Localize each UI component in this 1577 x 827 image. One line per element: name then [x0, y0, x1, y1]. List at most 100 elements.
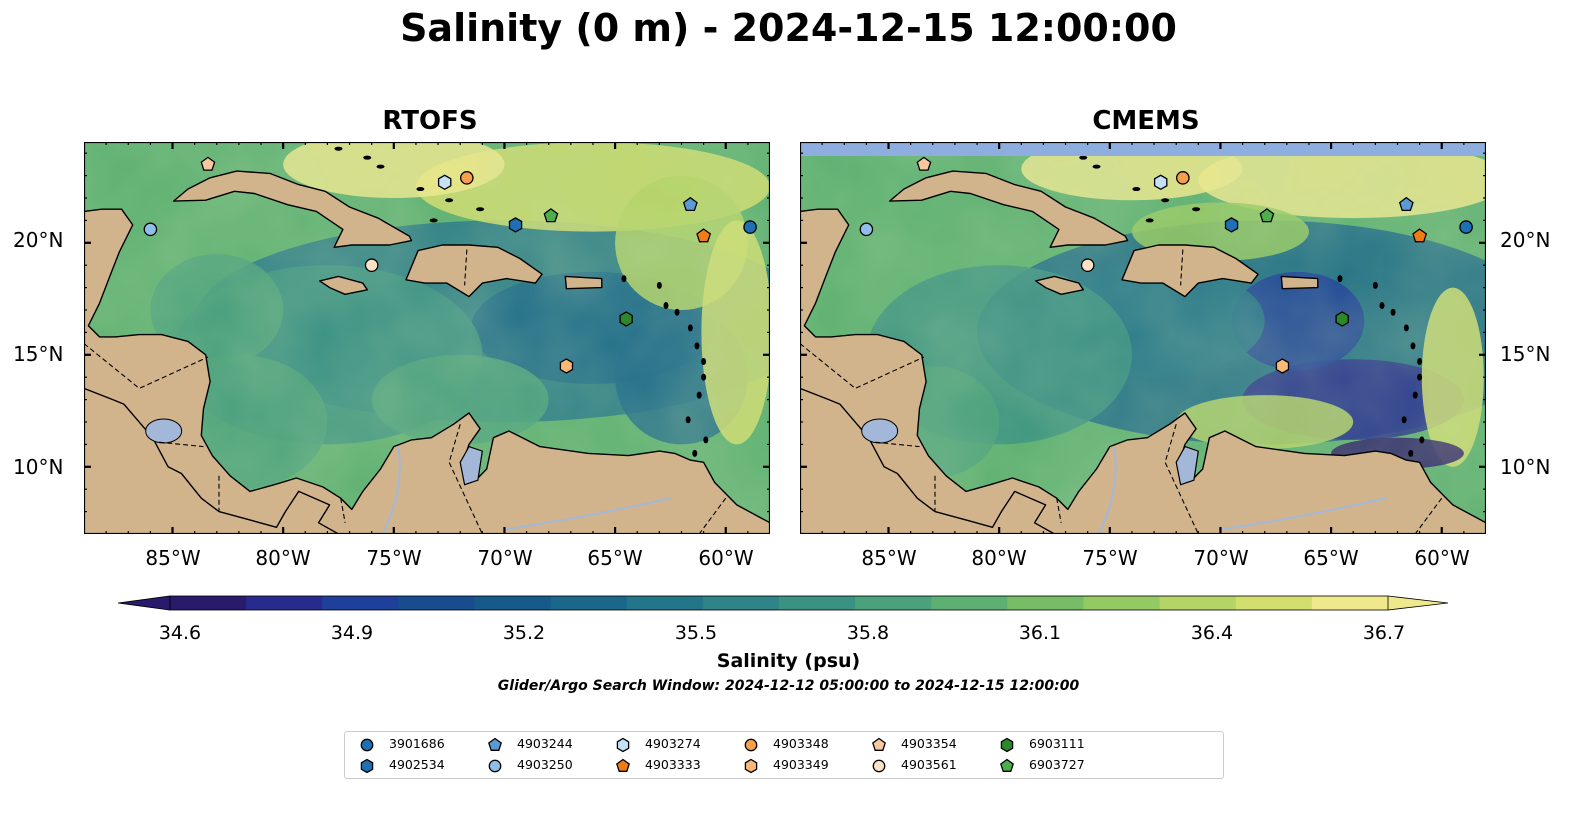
pentagon-marker: [488, 737, 502, 751]
float-marker-4903348: [1176, 171, 1190, 185]
land-puertorico: [564, 275, 603, 290]
pentagon-marker-icon: [1000, 758, 1014, 772]
lat-tick-label-right: 20°N: [1500, 228, 1551, 252]
circle-marker: [488, 759, 502, 773]
legend-label: 4902534: [389, 757, 445, 772]
lat-tick-label-left: 15°N: [13, 342, 64, 366]
colorbar: [117, 595, 1449, 611]
map-panel-cmems: [800, 142, 1486, 534]
lon-tick-label-left: 70°W: [477, 546, 533, 570]
land-jamaica: [1035, 275, 1084, 295]
float-marker-4903244: [1398, 196, 1414, 212]
colorbar-tick-label: 34.6: [158, 622, 202, 644]
float-marker-6903727: [1259, 208, 1275, 223]
land-jamaica: [319, 275, 368, 295]
hexagon-marker-icon: [616, 737, 630, 753]
colorbar-tick-label: 35.2: [502, 622, 546, 644]
no-data-band: [800, 142, 1486, 156]
circle-marker-icon: [488, 759, 502, 773]
legend-label: 4903354: [901, 736, 957, 751]
legend-label: 4903333: [645, 757, 701, 772]
lon-tick-label-left: 85°W: [145, 546, 201, 570]
lon-tick-label-left: 80°W: [255, 546, 311, 570]
lat-tick-label-right: 15°N: [1500, 342, 1551, 366]
float-marker-4903354: [200, 156, 216, 171]
float-marker-4902534: [508, 217, 523, 233]
pentagon-marker: [616, 758, 630, 772]
pentagon-marker: [1000, 758, 1014, 772]
lon-tick-label-right: 65°W: [1303, 546, 1359, 570]
legend-label: 3901686: [389, 736, 445, 751]
colorbar-tick-label: 34.9: [330, 622, 374, 644]
float-marker-4903333: [1412, 228, 1428, 243]
hexagon-marker-icon: [1000, 737, 1014, 753]
circle-marker-icon: [744, 738, 758, 752]
lat-tick-label-left: 20°N: [13, 228, 64, 252]
circle-marker: [744, 738, 758, 752]
lon-tick-label-left: 75°W: [366, 546, 422, 570]
colorbar-tick-label: 36.7: [1362, 622, 1406, 644]
pentagon-marker: [872, 737, 886, 751]
legend-label: 4903274: [645, 736, 701, 751]
float-marker-4903354: [916, 156, 932, 171]
legend-label: 4903348: [773, 736, 829, 751]
colorbar-label: Salinity (psu): [716, 650, 861, 672]
legend-label: 4903349: [773, 757, 829, 772]
pentagon-marker-icon: [616, 758, 630, 772]
lon-tick-label-right: 80°W: [971, 546, 1027, 570]
lon-tick-label-right: 75°W: [1082, 546, 1138, 570]
float-marker-4903333: [696, 228, 712, 243]
circle-marker-icon: [360, 738, 374, 752]
land-cuba: [172, 170, 413, 248]
hexagon-marker: [360, 758, 374, 774]
colorbar-tick-label: 36.4: [1190, 622, 1234, 644]
float-legend: 3901686 4902534 4903244 4903250 4903274 49033…: [344, 731, 1224, 779]
float-marker-4903274: [1153, 174, 1168, 191]
legend-label: 4903250: [517, 757, 573, 772]
colorbar-tick-label: 35.8: [846, 622, 890, 644]
float-marker-4903274: [437, 174, 452, 191]
legend-label: 4903561: [901, 757, 957, 772]
hexagon-marker: [616, 737, 630, 753]
colorbar-tick-label: 35.5: [674, 622, 718, 644]
float-marker-3901686: [1459, 220, 1473, 234]
legend-label: 6903111: [1029, 736, 1085, 751]
pentagon-marker-icon: [872, 737, 886, 751]
float-marker-4903349: [1275, 358, 1290, 374]
float-marker-4903244: [682, 196, 698, 212]
land-puertorico: [1280, 275, 1319, 290]
hexagon-marker-icon: [744, 758, 758, 774]
panel-title-rtofs: RTOFS: [382, 106, 478, 136]
hexagon-marker: [744, 758, 758, 774]
hexagon-marker: [1000, 737, 1014, 753]
float-marker-4903561: [1080, 258, 1095, 273]
legend-label: 6903727: [1029, 757, 1085, 772]
circle-marker: [872, 759, 886, 773]
lon-tick-label-right: 60°W: [1414, 546, 1470, 570]
legend-label: 4903244: [517, 736, 573, 751]
pentagon-marker-icon: [488, 737, 502, 751]
lon-tick-label-right: 85°W: [861, 546, 917, 570]
circle-marker-icon: [872, 759, 886, 773]
float-marker-6903111: [1335, 311, 1349, 327]
float-marker-4903250: [859, 222, 874, 237]
panel-title-cmems: CMEMS: [1092, 106, 1200, 136]
colorbar-tick-label: 36.1: [1018, 622, 1062, 644]
search-window-caption: Glider/Argo Search Window: 2024-12-12 05…: [497, 678, 1080, 694]
float-marker-4903349: [559, 358, 574, 374]
float-marker-4903348: [460, 171, 474, 185]
figure-title: Salinity (0 m) - 2024-12-15 12:00:00: [400, 6, 1177, 50]
land-hispaniola: [1121, 244, 1259, 298]
lon-tick-label-left: 65°W: [587, 546, 643, 570]
lat-tick-label-left: 10°N: [13, 455, 64, 479]
float-marker-6903727: [543, 208, 559, 223]
float-marker-4903561: [364, 258, 379, 273]
lat-tick-label-right: 10°N: [1500, 455, 1551, 479]
map-panel-rtofs: [84, 142, 770, 534]
float-marker-4902534: [1224, 217, 1239, 233]
land-cuba: [888, 170, 1129, 248]
lon-tick-label-right: 70°W: [1193, 546, 1249, 570]
lon-tick-label-left: 60°W: [698, 546, 754, 570]
float-marker-6903111: [619, 311, 633, 327]
float-marker-4903250: [143, 222, 158, 237]
